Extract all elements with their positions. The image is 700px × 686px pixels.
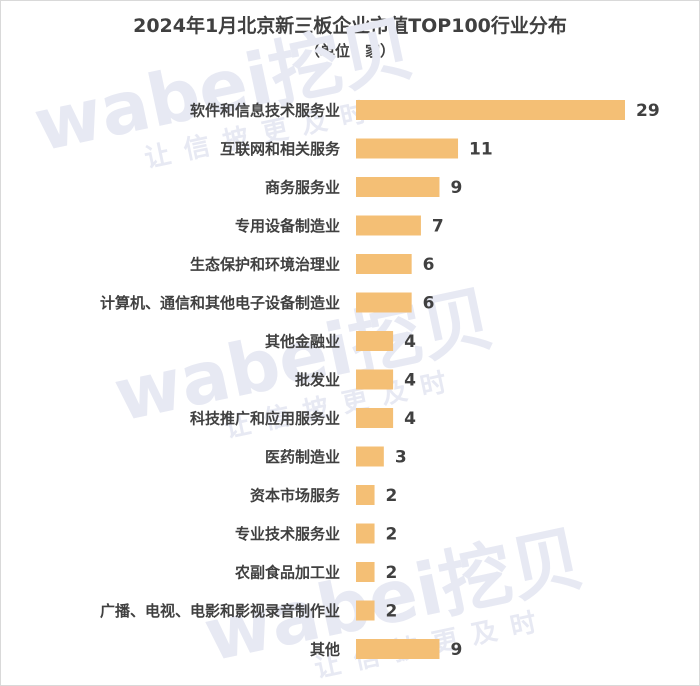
value-label: 6 — [423, 255, 435, 275]
value-label: 2 — [386, 563, 398, 583]
category-label: 农副食品加工业 — [234, 564, 340, 582]
value-label: 2 — [386, 486, 398, 506]
category-label: 资本市场服务 — [250, 487, 341, 505]
bar — [356, 369, 394, 390]
bar — [356, 331, 394, 351]
bar — [356, 639, 440, 659]
value-label: 6 — [423, 294, 435, 314]
category-label: 商务服务业 — [265, 179, 340, 197]
bar — [356, 408, 394, 428]
bar — [356, 215, 421, 236]
value-label: 7 — [432, 217, 444, 237]
value-label: 29 — [636, 101, 660, 121]
category-label: 专业技术服务业 — [235, 525, 340, 543]
value-label: 9 — [450, 640, 462, 660]
bar — [356, 485, 375, 505]
chart-subtitle: （单位：家） — [304, 42, 395, 60]
bar — [356, 138, 459, 159]
category-label: 医药制造业 — [265, 448, 340, 466]
bar — [356, 523, 375, 544]
value-label: 2 — [386, 602, 398, 622]
category-label: 互联网和相关服务 — [220, 140, 341, 158]
bar — [356, 562, 375, 582]
value-label: 11 — [469, 140, 493, 160]
value-label: 4 — [404, 371, 416, 391]
value-label: 3 — [395, 448, 407, 468]
category-label: 其他 — [310, 641, 340, 659]
category-label: 科技推广和应用服务业 — [190, 410, 340, 428]
value-label: 4 — [404, 332, 416, 352]
category-label: 计算机、通信和其他电子设备制造业 — [100, 294, 340, 312]
chart-title: 2024年1月北京新三板企业市值TOP100行业分布 — [133, 15, 567, 37]
category-label: 生态保护和环境治理业 — [190, 256, 340, 274]
value-label: 2 — [386, 525, 398, 545]
bar — [356, 600, 375, 621]
category-label: 批发业 — [295, 371, 340, 389]
category-label: 其他金融业 — [265, 333, 340, 351]
category-label: 广播、电视、电影和影视录音制作业 — [100, 602, 340, 620]
category-label: 软件和信息技术服务业 — [190, 102, 340, 120]
bar — [356, 446, 384, 467]
value-label: 9 — [450, 178, 462, 198]
category-label: 专用设备制造业 — [235, 217, 340, 235]
bar — [356, 292, 412, 313]
bar — [356, 100, 625, 120]
bar — [356, 254, 412, 274]
value-label: 4 — [404, 409, 416, 429]
bar — [356, 177, 440, 197]
